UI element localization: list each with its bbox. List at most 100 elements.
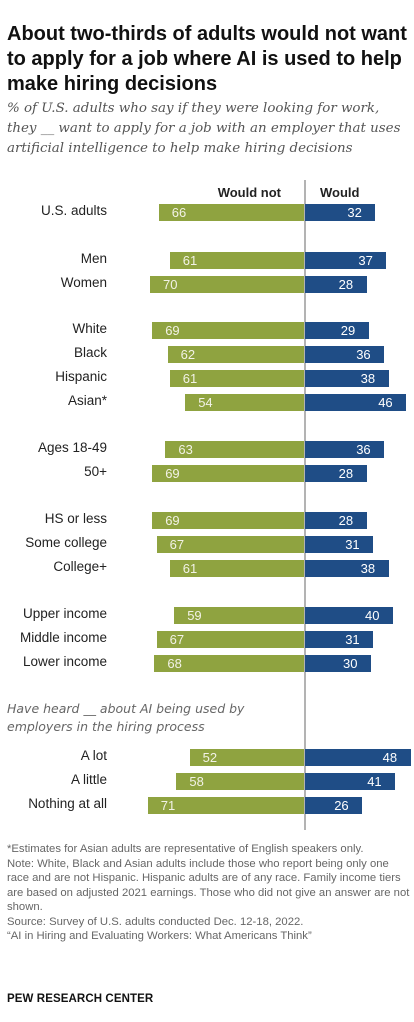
bar-would-college (305, 560, 389, 577)
bar-would-not-nothing-at-all (147, 797, 304, 814)
value-would-men: 37 (358, 253, 373, 268)
bar-would-not-women (150, 276, 304, 293)
value-would-not-a-lot: 52 (202, 750, 218, 765)
bar-would-50 (305, 465, 367, 482)
value-would-not-ages-18-49: 63 (178, 442, 193, 457)
legend-would-not: Would not (217, 185, 281, 200)
value-would-50: 28 (338, 466, 354, 481)
value-would-not-some-college: 67 (169, 537, 185, 552)
row-label-a-little: A little (70, 772, 107, 787)
bar-would-men (305, 252, 387, 269)
bar-would-lower-income (305, 655, 371, 672)
value-would-nothing-at-all: 26 (334, 798, 349, 813)
value-would-hispanic: 38 (360, 371, 376, 386)
row-label-a-lot: A lot (80, 748, 107, 763)
value-would-lower-income: 30 (343, 656, 358, 671)
bar-would-white (305, 322, 369, 339)
value-would-a-lot: 48 (382, 750, 398, 765)
value-would-a-little: 41 (367, 774, 382, 789)
group-note: Have heard __ about AI being used by emp… (7, 701, 245, 734)
row-label-college: College+ (53, 559, 107, 574)
value-would-not-lower-income: 68 (167, 656, 182, 671)
footnotes: *Estimates for Asian adults are represen… (7, 842, 411, 944)
row-label-middle-income: Middle income (19, 630, 107, 645)
bar-would-not-black (167, 346, 304, 363)
value-would-black: 36 (356, 347, 371, 362)
bar-would-not-upper-income (174, 607, 304, 624)
value-would-not-middle-income: 67 (169, 632, 185, 647)
row-label-white: White (72, 321, 107, 336)
value-would-asian: 46 (378, 395, 393, 410)
row-label-hs-or-less: HS or less (44, 511, 107, 526)
row-label-upper-income: Upper income (22, 606, 107, 621)
bar-would-middle-income (305, 631, 374, 648)
bar-would-not-middle-income (156, 631, 304, 648)
bar-would-not-hispanic (169, 370, 304, 387)
chart-subtitle: % of U.S. adults who say if they were lo… (7, 101, 401, 156)
bar-would-black (305, 346, 385, 363)
footnote-asian: *Estimates for Asian adults are represen… (7, 843, 364, 855)
bar-would-hispanic (305, 370, 389, 387)
bar-would-not-college (169, 560, 304, 577)
row-label-hispanic: Hispanic (55, 369, 107, 384)
value-would-not-white: 69 (165, 323, 180, 338)
value-would-not-black: 62 (180, 347, 196, 362)
value-would-white: 29 (340, 323, 356, 338)
value-would-not-u-s-adults: 66 (171, 205, 187, 220)
bar-would-not-some-college (156, 536, 304, 553)
bar-would-a-lot (305, 749, 411, 766)
row-label-women: Women (60, 275, 107, 290)
value-would-not-upper-income: 59 (187, 608, 202, 623)
row-label-men: Men (80, 251, 107, 266)
value-would-u-s-adults: 32 (347, 205, 362, 220)
footnote-note: Note: White, Black and Asian adults incl… (7, 857, 410, 914)
bar-would-not-hs-or-less (152, 512, 304, 529)
value-would-not-men: 61 (182, 253, 198, 268)
value-would-not-nothing-at-all: 71 (160, 798, 176, 813)
row-label-lower-income: Lower income (22, 654, 107, 669)
value-would-not-college: 61 (182, 561, 198, 576)
row-label-nothing-at-all: Nothing at all (28, 796, 107, 811)
value-would-hs-or-less: 28 (338, 513, 354, 528)
value-would-not-50: 69 (165, 466, 180, 481)
footnote-report: “AI in Hiring and Evaluating Workers: Wh… (7, 930, 312, 942)
bar-would-not-men (169, 252, 304, 269)
value-would-ages-18-49: 36 (356, 442, 371, 457)
value-would-some-college: 31 (345, 537, 360, 552)
bar-would-not-asian (185, 394, 304, 411)
value-would-not-hispanic: 61 (182, 371, 198, 386)
value-would-women: 28 (338, 277, 354, 292)
bar-would-not-u-s-adults (158, 204, 304, 221)
value-would-not-asian: 54 (198, 395, 213, 410)
bar-would-not-a-lot (189, 749, 304, 766)
value-would-college: 38 (360, 561, 376, 576)
value-would-not-women: 70 (163, 277, 178, 292)
row-label-some-college: Some college (25, 535, 107, 550)
bar-would-u-s-adults (305, 204, 376, 221)
bar-would-not-white (152, 322, 304, 339)
value-would-not-hs-or-less: 69 (165, 513, 180, 528)
value-would-upper-income: 40 (365, 608, 380, 623)
row-label-50: 50+ (84, 464, 107, 479)
chart-title: About two-thirds of adults would not wan… (7, 23, 407, 95)
bar-would-not-ages-18-49 (165, 441, 304, 458)
legend-would: Would (320, 185, 360, 200)
footnote-source: Source: Survey of U.S. adults conducted … (7, 915, 304, 928)
value-would-not-a-little: 58 (189, 774, 204, 789)
value-would-middle-income: 31 (345, 632, 360, 647)
bar-would-not-lower-income (154, 655, 304, 672)
bar-would-upper-income (305, 607, 393, 624)
bar-would-ages-18-49 (305, 441, 385, 458)
bar-would-a-little (305, 773, 396, 790)
center-divider (304, 180, 306, 830)
bar-would-not-a-little (176, 773, 304, 790)
row-label-u-s-adults: U.S. adults (40, 203, 107, 218)
row-label-ages-18-49: Ages 18-49 (37, 440, 107, 455)
bar-would-some-college (305, 536, 374, 553)
bar-would-women (305, 276, 367, 293)
row-label-asian: Asian* (67, 393, 107, 408)
bar-would-not-50 (152, 465, 304, 482)
bar-would-asian (305, 394, 407, 411)
row-label-black: Black (73, 345, 107, 360)
bar-would-nothing-at-all (305, 797, 363, 814)
